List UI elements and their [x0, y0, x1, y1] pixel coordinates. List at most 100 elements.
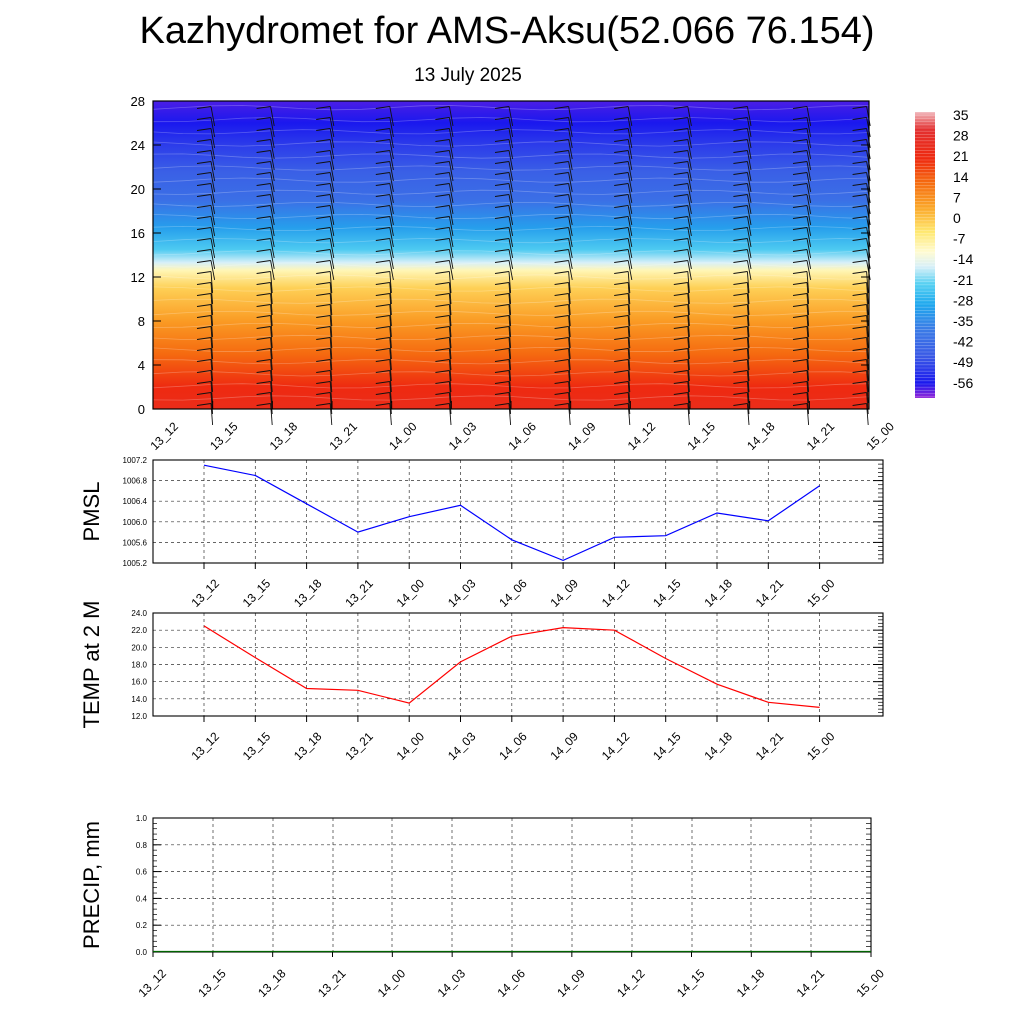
y-tick-label: 16.0: [131, 678, 147, 687]
wind-barb: [389, 326, 392, 349]
wind-barb: [210, 315, 214, 338]
x-tick-label: 15_00: [804, 729, 838, 763]
wind-barb-flag: [733, 337, 748, 340]
wind-barb: [806, 216, 812, 237]
wind-barb: [389, 205, 394, 226]
y-tick-label: 22.0: [131, 626, 147, 635]
x-tick-label: 14_06: [494, 966, 528, 1000]
wind-barb: [329, 293, 333, 316]
wind-barb: [389, 304, 392, 327]
wind-barb: [746, 293, 750, 316]
wind-barb: [389, 117, 394, 138]
wind-barb: [210, 128, 216, 149]
wind-barb-flag: [256, 205, 271, 208]
wind-barb: [329, 117, 335, 138]
wind-barb-flag: [256, 381, 271, 384]
wind-barb-flag: [792, 304, 808, 307]
wind-barb-flag: [375, 293, 390, 296]
colorbar-label: -7: [953, 231, 966, 247]
wind-barb: [568, 227, 573, 248]
wind-barb-flag: [554, 315, 569, 318]
wind-barb: [508, 381, 512, 404]
wind-barb-flag: [196, 150, 212, 153]
wind-barb-flag: [554, 150, 569, 153]
y-tick-label: 20.0: [131, 643, 147, 652]
wind-barb: [210, 260, 216, 281]
wind-barb: [627, 150, 633, 171]
wind-barb: [270, 315, 273, 338]
wind-barb-flag: [435, 238, 450, 241]
y-tick-label: 1.0: [136, 814, 148, 823]
y-tick-label: 1005.2: [123, 559, 148, 568]
wind-barb: [508, 260, 514, 281]
x-tick-label: 14_18: [701, 576, 735, 610]
wind-barb-flag: [196, 381, 212, 384]
wind-barb-flag: [494, 370, 510, 373]
wind-barb-flag: [733, 271, 748, 274]
wind-barb: [806, 117, 812, 138]
wind-barb-flag: [375, 128, 390, 131]
wind-barb-flag: [614, 194, 629, 197]
wind-barb-flag: [852, 282, 867, 285]
wind-barb-flag: [435, 392, 450, 395]
wind-barb-flag: [494, 172, 510, 175]
wind-barb-flag: [375, 392, 390, 395]
wind-barb-flag: [494, 326, 510, 329]
wind-barb: [270, 117, 275, 138]
x-tick-label: 14_21: [794, 966, 828, 1000]
wind-barb: [270, 139, 275, 160]
x-tick-label: 14_18: [701, 729, 735, 763]
wind-barb: [270, 348, 273, 371]
wind-barb-flag: [554, 326, 569, 329]
wind-barb: [210, 172, 216, 193]
colorbar-label: -21: [953, 272, 973, 288]
panel-frame: [152, 459, 884, 564]
wind-barb-flag: [196, 348, 212, 351]
y-axis-title: TEMP at 2 M: [79, 601, 104, 729]
wind-barb-flag: [256, 304, 271, 307]
x-tick-label: 14_15: [650, 729, 684, 763]
wind-barb: [389, 183, 394, 204]
y-tick-label: 28: [131, 94, 145, 109]
wind-barb-flag: [792, 271, 808, 274]
wind-barb-flag: [554, 216, 569, 219]
wind-barb-flag: [256, 282, 271, 285]
wind-barb-flag: [435, 293, 450, 296]
wind-barb-flag: [852, 106, 867, 109]
wind-barb-flag: [256, 128, 271, 131]
wind-barb-flag: [673, 117, 688, 120]
wind-barb-flag: [852, 337, 867, 340]
wind-barb: [627, 194, 633, 215]
wind-barb-flag: [494, 304, 510, 307]
wind-barb-flag: [196, 172, 212, 175]
wind-barb-flag: [554, 348, 569, 351]
wind-barb-flag: [435, 205, 450, 208]
wind-barb: [746, 403, 750, 426]
wind-barb: [389, 161, 394, 182]
wind-barb-flag: [554, 249, 569, 252]
wind-barb-flag: [733, 172, 748, 175]
wind-barb-flag: [614, 117, 629, 120]
wind-barb-flag: [375, 150, 390, 153]
wind-barb-flag: [792, 392, 808, 395]
wind-barb: [746, 150, 752, 171]
wind-barb-flag: [792, 403, 808, 406]
wind-barb-flag: [316, 150, 331, 153]
wind-barb: [806, 150, 812, 171]
y-axis-title: PMSL: [79, 482, 104, 542]
wind-barb: [687, 293, 690, 316]
y-tick-label: 18.0: [131, 661, 147, 670]
wind-barb-flag: [316, 227, 331, 230]
wind-barb-flag: [733, 205, 748, 208]
wind-barb-flag: [435, 194, 450, 197]
wind-barb-flag: [673, 139, 688, 142]
wind-barb-flag: [733, 304, 748, 307]
wind-barb: [746, 238, 752, 259]
wind-barb-flag: [375, 238, 390, 241]
wind-barb: [806, 403, 810, 426]
wind-barb: [568, 392, 571, 415]
colorbar-label: -49: [953, 354, 973, 370]
wind-barb: [746, 117, 752, 138]
wind-barb: [389, 249, 394, 270]
